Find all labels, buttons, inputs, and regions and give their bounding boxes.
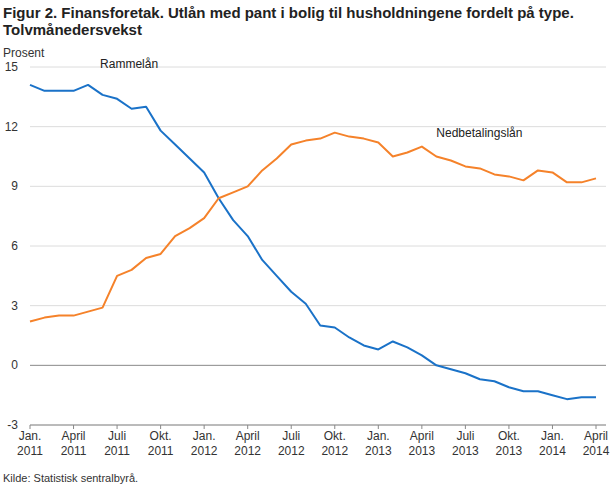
y-tick-label: -3 [7,418,18,432]
x-tick-label: April2014 [583,429,610,458]
y-tick-label: 12 [5,120,19,134]
x-tick-label: Okt.2011 [148,429,174,458]
y-axis-label: Prosent [3,46,45,60]
grid-line [30,425,606,426]
grid-line [30,186,606,187]
x-tick-label: April2013 [408,429,435,458]
grid-line [30,246,606,247]
y-tick-label: 9 [11,179,18,193]
series-line [30,85,596,399]
x-tick-label: Juli2011 [104,429,130,458]
y-tick-label: 15 [5,60,19,74]
x-tick-label: April2012 [234,429,261,458]
x-axis-line [30,425,606,426]
x-tick-label: Juli2013 [452,429,479,458]
y-tick-label: 6 [11,239,18,253]
x-tick-label: Jan.2011 [17,429,43,458]
x-tick-label: Juli2012 [278,429,305,458]
series-label: Rammelån [100,57,158,71]
y-tick-label: 0 [11,358,18,372]
x-tick-label: Jan.2014 [539,429,566,458]
x-tick-label: Okt.2013 [496,429,523,458]
series-label: Nedbetalingslån [436,126,522,140]
y-tick-label: 3 [11,299,18,313]
series-line [30,133,596,322]
title: Figur 2. Finansforetak. Utlån med pant i… [3,4,574,38]
x-tick-label: Okt.2012 [321,429,348,458]
source: Kilde: Statistisk sentralbyrå. [3,472,138,484]
grid-line [30,365,606,366]
x-tick-label: Jan.2012 [191,429,218,458]
grid-line [30,305,606,306]
x-tick-label: Jan.2013 [365,429,392,458]
x-tick-label: April2011 [61,429,87,458]
